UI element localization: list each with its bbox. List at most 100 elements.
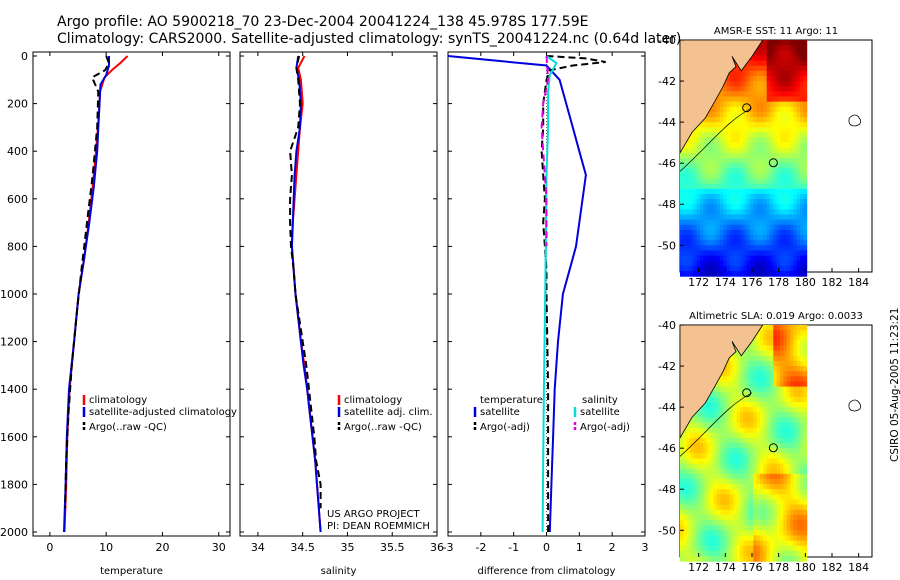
map2-cell [730,422,734,429]
map1-cell [780,55,784,62]
map1-cell [710,199,714,205]
map1-cell [723,96,728,103]
map1-cell [693,127,698,133]
map1-cell [783,209,788,216]
map1-cell [760,137,764,144]
map2-cell [796,484,801,490]
map2-cell [763,458,768,465]
map1-cell [696,271,701,277]
map1-cell [756,127,761,133]
map2-cell [690,556,694,562]
map2-cell [743,396,748,403]
map2-cell [756,391,761,398]
map1-cell [723,127,728,133]
map1-cell [730,250,734,257]
map2-cell [766,443,771,449]
map1-cell [770,40,774,46]
map1-cell [686,229,691,236]
map2-cell [800,427,804,434]
map2-cell [793,422,798,429]
map2-cell [800,422,804,429]
map1-cell [746,199,751,205]
map1-cell [730,101,734,108]
map1-cell [750,101,754,108]
map2-cell [793,350,798,357]
map2-cell [733,417,738,424]
map1-cell [746,142,751,149]
map2-cell [743,509,748,516]
map2-cell [720,494,724,501]
map2-cell [750,366,754,372]
map1-cell [693,163,698,169]
map2-cell [780,432,784,439]
map2-cell [770,545,774,552]
map2-cell [790,340,794,347]
map1-cell [713,260,718,267]
map2-cell [756,422,761,429]
map2-cell [753,504,758,511]
map2-cell [803,366,808,372]
map2-cell [713,479,718,485]
map2-cell [703,468,708,475]
map1-cell [773,229,778,236]
map2-cell [736,366,741,372]
map2-cell [780,504,784,511]
map2-cell [766,386,771,393]
map2-cell [800,540,804,547]
map2-cell [770,340,774,347]
map2-cell [746,535,751,542]
map1-cell [706,163,711,169]
map2-cell [793,473,798,480]
map2-cell [740,556,744,562]
map2-cell [733,402,738,408]
map1-cell [783,214,788,221]
map1-cell [773,40,778,46]
map1-cell [706,178,711,185]
map1-cell [730,122,734,128]
map1-cell [743,65,748,72]
map1-cell [783,204,788,210]
map2-cell [740,355,744,362]
map1-cell [733,178,738,185]
map1-cell [783,240,788,246]
map2-cell [760,345,764,352]
map1-cell [773,158,778,164]
map2-cell [750,381,754,388]
map2-cell [720,499,724,506]
map2-cell [766,381,771,388]
map2-cell [693,453,698,459]
map1-cell [726,158,731,164]
map1-cell [770,75,774,82]
map2-cell [773,509,778,516]
map1-cell [696,255,701,262]
map1-cell [750,117,754,123]
map2-cell [763,371,768,377]
map1-cell [776,40,781,46]
map1-cell [710,122,714,128]
map2-cell [686,458,691,465]
map2-cell [700,514,704,521]
map2-cell [786,458,791,465]
map1-cell [743,194,748,200]
map1-cell [796,65,801,72]
map2-cell [736,453,741,459]
map1-cell [760,65,764,72]
map1-cell [740,224,744,231]
map2-cell [760,350,764,357]
map2-cell [783,381,788,388]
map1-cell [790,50,794,56]
map2-cell [690,473,694,480]
map2-cell [733,545,738,552]
map2-cell [696,412,701,418]
map2-cell [773,443,778,449]
map2-cell [743,412,748,418]
map1-cell [726,204,731,210]
map2-cell [716,509,721,516]
map1-cell [746,188,751,195]
map1-cell [713,168,718,174]
map1-cell [743,70,748,77]
map2-cell [716,489,721,495]
map2-cell [780,468,784,475]
panel-2-xtick-label: 35.5 [380,541,405,554]
map2-cell [703,412,708,418]
